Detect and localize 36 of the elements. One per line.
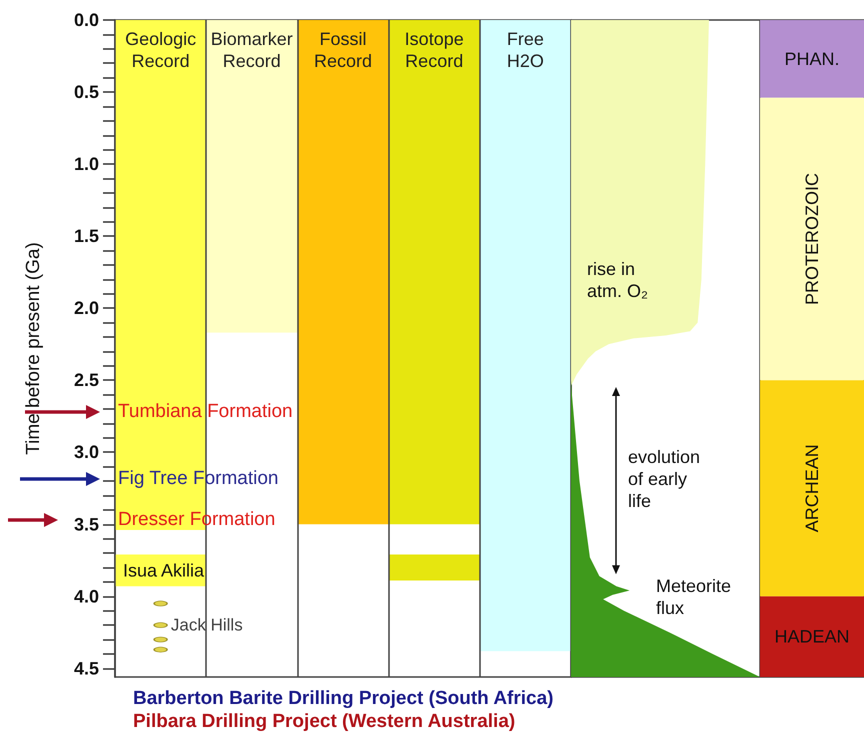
bar — [760, 98, 864, 380]
bar — [480, 20, 571, 652]
annotation: rise in atm. O₂ — [587, 258, 649, 302]
series-label: Isua Akilia — [123, 560, 206, 580]
y-tick-label: 1.5 — [74, 226, 99, 246]
x-tick-label: Fossil Record — [314, 29, 372, 71]
bar — [760, 596, 864, 677]
y-tick-label: 2.0 — [74, 298, 99, 318]
series-label: ARCHEAN — [802, 444, 822, 532]
bar — [206, 20, 298, 333]
y-tick-label: 4.0 — [74, 586, 99, 606]
text: Barberton Barite Drilling Project (South Africa) — [133, 688, 554, 710]
y-axis-title: Time before present (Ga) — [23, 242, 44, 455]
bar — [388, 554, 480, 580]
annotation: evolution of early life — [628, 446, 702, 512]
series-label: PROTEROZOIC — [802, 172, 822, 306]
x-tick-label: Isotope Record — [404, 29, 464, 71]
y-tick-label: 4.5 — [74, 658, 99, 678]
x-tick-label: Free H2O — [506, 29, 544, 71]
series-label: PHAN. — [784, 48, 840, 69]
bar — [760, 20, 864, 98]
x-tick-label: Biomarker Record — [210, 29, 293, 71]
annotation: Tumbiana Formation — [118, 401, 293, 423]
y-tick-label: 0.5 — [74, 82, 99, 102]
series-label: Jack Hills — [170, 616, 243, 635]
annotation: Meteorite flux — [656, 575, 732, 619]
bar — [297, 20, 389, 524]
y-tick-label: 3.0 — [74, 442, 99, 462]
y-tick-label: 0.0 — [74, 10, 99, 30]
text: Pilbara Drilling Project (Western Australia) — [133, 711, 516, 733]
y-tick-label: 3.5 — [74, 514, 99, 534]
bar — [760, 380, 864, 596]
y-tick-label: 2.5 — [74, 370, 99, 390]
series-label: HADEAN — [774, 626, 850, 647]
y-tick-label: 1.0 — [74, 154, 99, 174]
x-tick-label: Geologic Record — [125, 29, 196, 71]
